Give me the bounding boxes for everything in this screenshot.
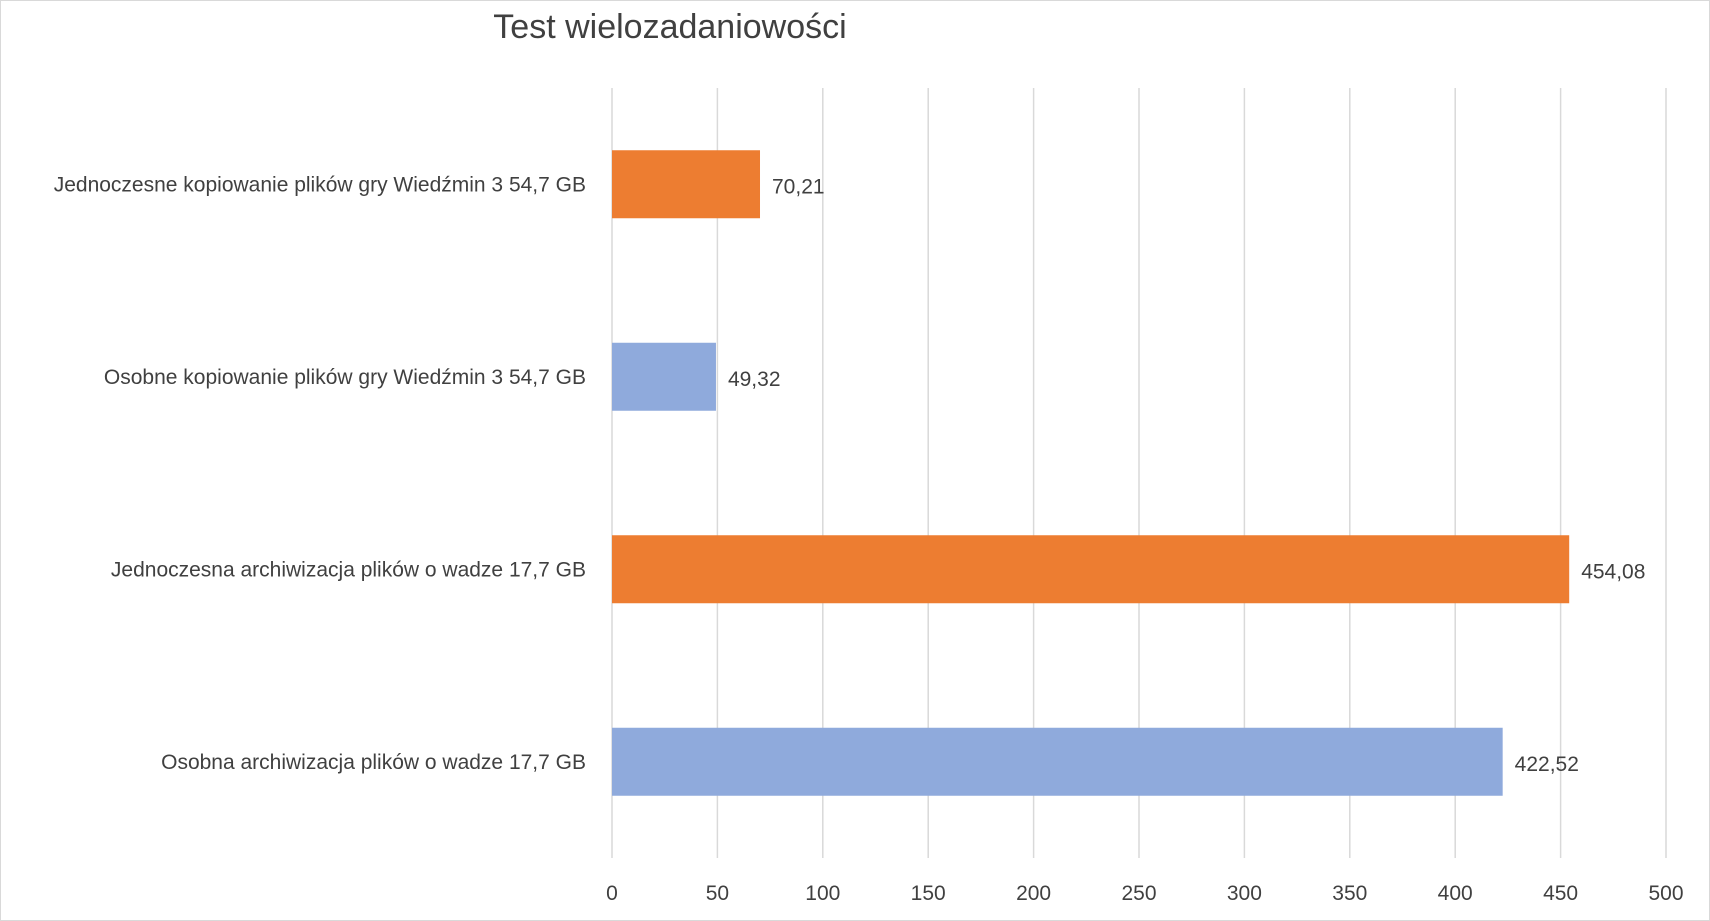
category-label: Osobna archiwizacja plików o wadze 17,7 … <box>161 751 586 774</box>
bar <box>612 535 1570 604</box>
x-tick-label: 100 <box>805 882 840 905</box>
bars <box>612 150 1570 796</box>
data-label: 49,32 <box>728 368 781 391</box>
x-tick-label: 400 <box>1438 882 1473 905</box>
bar <box>612 727 1503 796</box>
bar <box>612 342 716 411</box>
data-label: 70,21 <box>772 175 825 198</box>
x-tick-label: 150 <box>911 882 946 905</box>
x-tick-label: 350 <box>1332 882 1367 905</box>
x-tick-label: 50 <box>706 882 729 905</box>
x-tick-label: 250 <box>1121 882 1156 905</box>
category-label: Osobne kopiowanie plików gry Wiedźmin 3 … <box>104 366 586 389</box>
x-tick-label: 0 <box>606 882 618 905</box>
data-label: 422,52 <box>1515 753 1579 776</box>
category-label: Jednoczesna archiwizacja plików o wadze … <box>111 558 586 581</box>
x-tick-label: 300 <box>1227 882 1262 905</box>
x-tick-label: 500 <box>1648 882 1683 905</box>
x-tick-label: 450 <box>1543 882 1578 905</box>
data-label: 454,08 <box>1581 560 1645 583</box>
bar <box>612 150 761 219</box>
category-label: Jednoczesne kopiowanie plików gry Wiedźm… <box>54 173 586 196</box>
chart-title: Test wielozadaniowości <box>493 8 847 46</box>
labels: 0 50 100 150 200 250 300 350 400 450 500 Jednoczesn… <box>54 173 1684 905</box>
x-tick-label: 200 <box>1016 882 1051 905</box>
